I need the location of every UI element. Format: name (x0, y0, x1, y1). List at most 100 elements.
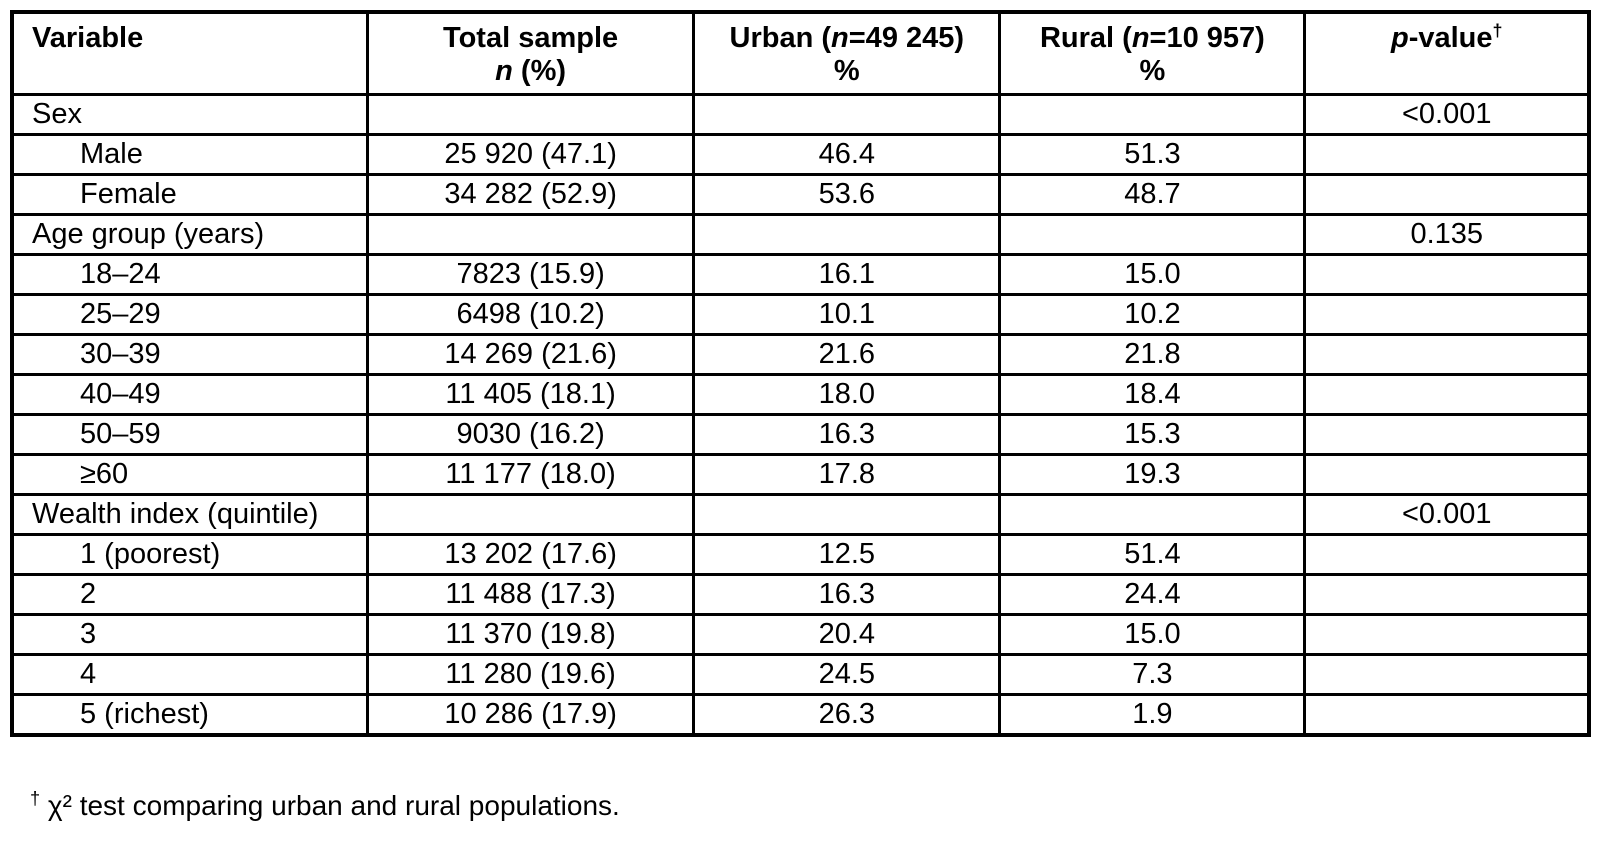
cell-rural (998, 93, 1307, 136)
table-row-quintile-2: 2 11 488 (17.3) 16.3 24.4 (10, 573, 1591, 616)
cell-rural: 24.4 (998, 573, 1307, 616)
cell-pvalue (1303, 693, 1591, 737)
table-row-female: Female 34 282 (52.9) 53.6 48.7 (10, 173, 1591, 216)
cell-pvalue: <0.001 (1303, 93, 1591, 136)
cell-total: 11 177 (18.0) (365, 453, 696, 496)
cell-rural: 1.9 (998, 693, 1307, 737)
cell-variable: 30–39 (10, 333, 369, 376)
cell-rural: 15.0 (998, 253, 1307, 296)
footnote-text: χ² test comparing urban and rural popula… (40, 790, 620, 821)
cell-rural: 10.2 (998, 293, 1307, 336)
cell-variable: 1 (poorest) (10, 533, 369, 576)
cell-pvalue (1303, 653, 1591, 696)
cell-pvalue (1303, 333, 1591, 376)
cell-rural: 21.8 (998, 333, 1307, 376)
cell-urban: 20.4 (692, 613, 1002, 656)
cell-urban: 17.8 (692, 453, 1002, 496)
cell-variable: Male (10, 133, 369, 176)
table-row-age-group: Age group (years) 0.135 (10, 213, 1591, 256)
cell-rural: 15.0 (998, 613, 1307, 656)
cell-total: 11 488 (17.3) (365, 573, 696, 616)
cell-urban (692, 493, 1002, 536)
table-row-30-39: 30–39 14 269 (21.6) 21.6 21.8 (10, 333, 1591, 376)
cell-variable: Wealth index (quintile) (10, 493, 369, 536)
cell-rural: 48.7 (998, 173, 1307, 216)
cell-rural: 18.4 (998, 373, 1307, 416)
demographics-table: Variable Total sample n (%) Urban (n=49 … (10, 10, 1591, 737)
cell-pvalue (1303, 253, 1591, 296)
cell-total (365, 93, 696, 136)
cell-urban: 16.3 (692, 573, 1002, 616)
table-row-18-24: 18–24 7823 (15.9) 16.1 15.0 (10, 253, 1591, 296)
cell-variable: ≥60 (10, 453, 369, 496)
cell-pvalue: 0.135 (1303, 213, 1591, 256)
col-header-variable-label: Variable (32, 22, 144, 54)
cell-variable: 18–24 (10, 253, 369, 296)
cell-urban: 10.1 (692, 293, 1002, 336)
col-header-rural-line2: % (1139, 55, 1166, 88)
table-row-quintile-4: 4 11 280 (19.6) 24.5 7.3 (10, 653, 1591, 696)
cell-rural: 51.4 (998, 533, 1307, 576)
cell-total: 7823 (15.9) (365, 253, 696, 296)
table-row-25-29: 25–29 6498 (10.2) 10.1 10.2 (10, 293, 1591, 336)
cell-total: 11 405 (18.1) (365, 373, 696, 416)
cell-total: 13 202 (17.6) (365, 533, 696, 576)
col-header-urban: Urban (n=49 245) % (692, 10, 1002, 96)
cell-pvalue (1303, 573, 1591, 616)
cell-total: 14 269 (21.6) (365, 333, 696, 376)
col-header-variable: Variable (10, 10, 369, 96)
cell-variable: 40–49 (10, 373, 369, 416)
table-row-50-59: 50–59 9030 (16.2) 16.3 15.3 (10, 413, 1591, 456)
cell-urban: 46.4 (692, 133, 1002, 176)
header-row: Variable Total sample n (%) Urban (n=49 … (10, 10, 1591, 96)
table-row-40-49: 40–49 11 405 (18.1) 18.0 18.4 (10, 373, 1591, 416)
col-header-total-line2: n (%) (495, 55, 567, 88)
col-header-pvalue: p-value† (1303, 10, 1591, 96)
cell-rural: 51.3 (998, 133, 1307, 176)
cell-urban: 24.5 (692, 653, 1002, 696)
cell-rural (998, 213, 1307, 256)
cell-total: 11 280 (19.6) (365, 653, 696, 696)
col-header-total-line1: Total sample (443, 22, 619, 54)
cell-pvalue (1303, 373, 1591, 416)
cell-total: 11 370 (19.8) (365, 613, 696, 656)
cell-pvalue (1303, 533, 1591, 576)
cell-variable: Age group (years) (10, 213, 369, 256)
table-row-quintile-5: 5 (richest) 10 286 (17.9) 26.3 1.9 (10, 693, 1591, 737)
col-header-urban-line1: Urban (n=49 245) (729, 22, 965, 54)
cell-urban (692, 213, 1002, 256)
cell-variable: 5 (richest) (10, 693, 369, 737)
cell-variable: 50–59 (10, 413, 369, 456)
cell-urban: 12.5 (692, 533, 1002, 576)
cell-pvalue: <0.001 (1303, 493, 1591, 536)
cell-variable: 2 (10, 573, 369, 616)
cell-pvalue (1303, 613, 1591, 656)
table-row-quintile-3: 3 11 370 (19.8) 20.4 15.0 (10, 613, 1591, 656)
cell-total: 10 286 (17.9) (365, 693, 696, 737)
cell-pvalue (1303, 293, 1591, 336)
cell-pvalue (1303, 133, 1591, 176)
col-header-rural-line1: Rural (n=10 957) (1039, 22, 1265, 54)
cell-urban: 21.6 (692, 333, 1002, 376)
table-header: Variable Total sample n (%) Urban (n=49 … (10, 10, 1591, 96)
cell-variable: 4 (10, 653, 369, 696)
cell-total: 9030 (16.2) (365, 413, 696, 456)
cell-urban: 26.3 (692, 693, 1002, 737)
cell-urban: 16.1 (692, 253, 1002, 296)
table-footnote: † χ² test comparing urban and rural popu… (30, 790, 620, 822)
col-header-rural: Rural (n=10 957) % (998, 10, 1307, 96)
table-row-male: Male 25 920 (47.1) 46.4 51.3 (10, 133, 1591, 176)
cell-rural: 19.3 (998, 453, 1307, 496)
dagger-symbol: † (30, 788, 41, 809)
cell-variable: Female (10, 173, 369, 216)
cell-total: 34 282 (52.9) (365, 173, 696, 216)
dagger-symbol: † (1492, 20, 1503, 41)
cell-urban: 53.6 (692, 173, 1002, 216)
cell-variable: Sex (10, 93, 369, 136)
table-row-wealth-index: Wealth index (quintile) <0.001 (10, 493, 1591, 536)
cell-total (365, 213, 696, 256)
cell-total: 25 920 (47.1) (365, 133, 696, 176)
cell-total: 6498 (10.2) (365, 293, 696, 336)
col-header-total-sample: Total sample n (%) (365, 10, 696, 96)
